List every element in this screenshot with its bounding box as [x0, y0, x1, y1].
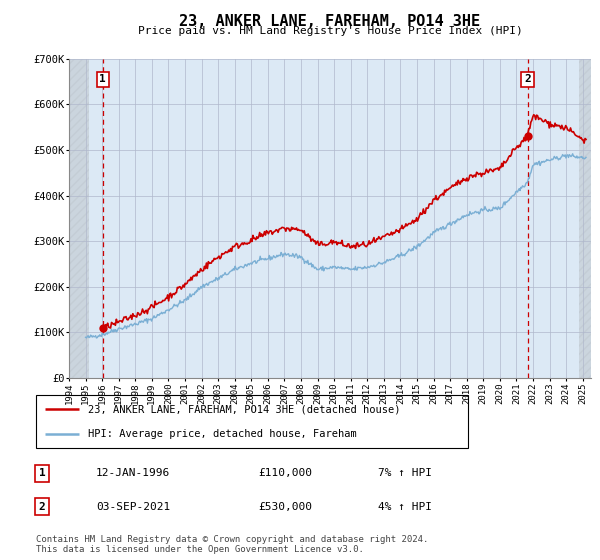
Text: 23, ANKER LANE, FAREHAM, PO14 3HE: 23, ANKER LANE, FAREHAM, PO14 3HE [179, 14, 481, 29]
Text: 03-SEP-2021: 03-SEP-2021 [96, 502, 170, 512]
Text: Contains HM Land Registry data © Crown copyright and database right 2024.
This d: Contains HM Land Registry data © Crown c… [36, 535, 428, 554]
Text: 7% ↑ HPI: 7% ↑ HPI [378, 468, 432, 478]
Text: 12-JAN-1996: 12-JAN-1996 [96, 468, 170, 478]
Text: 2: 2 [38, 502, 46, 512]
Text: 2: 2 [524, 74, 531, 85]
Text: HPI: Average price, detached house, Fareham: HPI: Average price, detached house, Fare… [88, 428, 356, 438]
Bar [69, 59, 89, 378]
Text: Price paid vs. HM Land Registry's House Price Index (HPI): Price paid vs. HM Land Registry's House … [137, 26, 523, 36]
Text: 1: 1 [38, 468, 46, 478]
Bar [580, 59, 591, 378]
Text: 23, ANKER LANE, FAREHAM, PO14 3HE (detached house): 23, ANKER LANE, FAREHAM, PO14 3HE (detac… [88, 404, 400, 414]
Text: £110,000: £110,000 [258, 468, 312, 478]
Text: £530,000: £530,000 [258, 502, 312, 512]
Text: 4% ↑ HPI: 4% ↑ HPI [378, 502, 432, 512]
Text: 1: 1 [100, 74, 106, 85]
